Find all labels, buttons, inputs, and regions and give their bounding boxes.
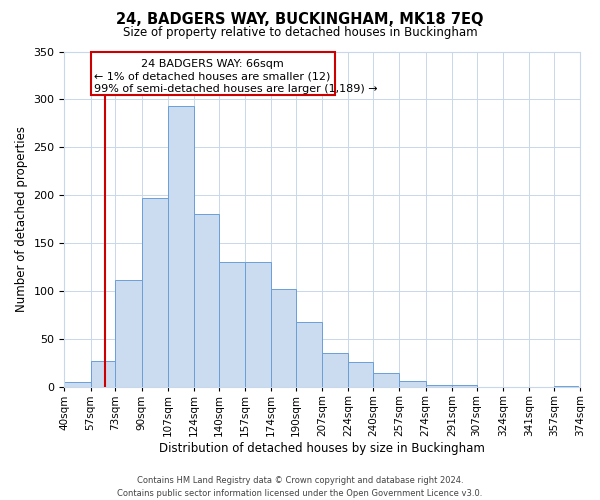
Bar: [142, 198, 168, 388]
Text: Size of property relative to detached houses in Buckingham: Size of property relative to detached ho…: [122, 26, 478, 39]
Bar: [373, 373, 400, 388]
Text: 24, BADGERS WAY, BUCKINGHAM, MK18 7EQ: 24, BADGERS WAY, BUCKINGHAM, MK18 7EQ: [116, 12, 484, 28]
X-axis label: Distribution of detached houses by size in Buckingham: Distribution of detached houses by size …: [159, 442, 485, 455]
Bar: [296, 322, 322, 388]
Bar: [322, 353, 349, 388]
Bar: [194, 214, 219, 388]
Bar: [271, 288, 296, 388]
Bar: [349, 362, 373, 388]
Bar: [91, 360, 115, 388]
Bar: [219, 262, 245, 388]
FancyBboxPatch shape: [91, 52, 335, 94]
Bar: [452, 386, 476, 388]
Text: ← 1% of detached houses are smaller (12): ← 1% of detached houses are smaller (12): [94, 72, 330, 82]
Bar: [425, 386, 452, 388]
Bar: [554, 386, 578, 388]
Y-axis label: Number of detached properties: Number of detached properties: [15, 126, 28, 312]
Text: Contains HM Land Registry data © Crown copyright and database right 2024.
Contai: Contains HM Land Registry data © Crown c…: [118, 476, 482, 498]
Text: 24 BADGERS WAY: 66sqm: 24 BADGERS WAY: 66sqm: [141, 58, 284, 68]
Bar: [64, 382, 91, 388]
Bar: [400, 380, 425, 388]
Bar: [115, 280, 142, 388]
Bar: [168, 106, 194, 388]
Bar: [245, 262, 271, 388]
Text: 99% of semi-detached houses are larger (1,189) →: 99% of semi-detached houses are larger (…: [94, 84, 377, 94]
